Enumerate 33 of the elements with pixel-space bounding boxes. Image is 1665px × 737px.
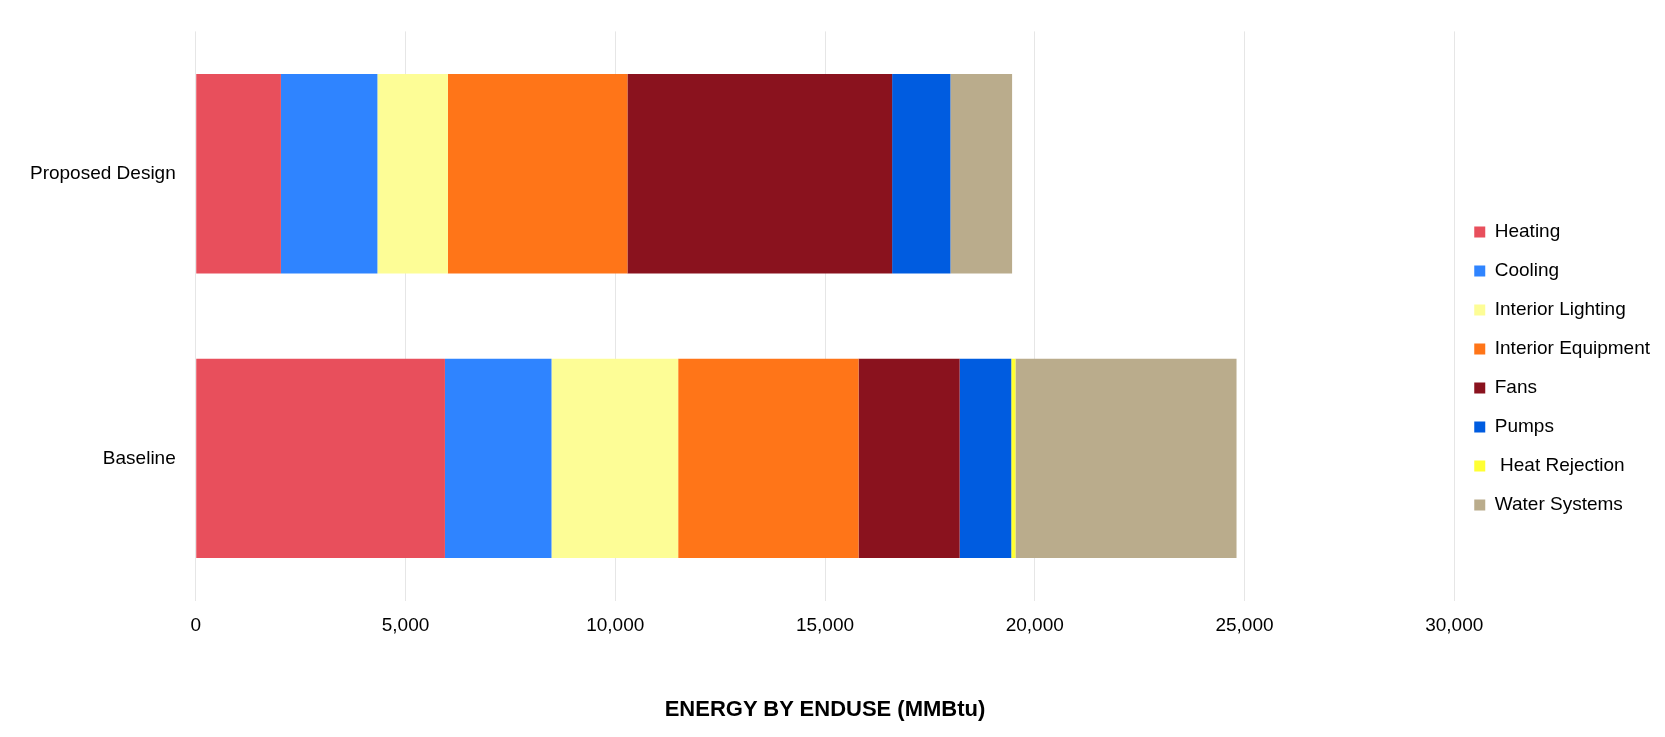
legend-label: Interior Lighting <box>1494 298 1626 320</box>
bar <box>447 74 628 274</box>
bar <box>950 74 1013 274</box>
bar <box>959 358 1012 559</box>
x-tick-label: 30,000 <box>1425 614 1484 636</box>
legend-label: Interior Equipment <box>1494 337 1651 359</box>
x-tick-label: 10,000 <box>586 614 645 636</box>
legend-label: Fans <box>1494 376 1537 398</box>
x-tick-label: 15,000 <box>795 614 855 636</box>
bar <box>627 74 893 274</box>
legend-label: Water Systems <box>1494 493 1623 515</box>
x-tick-label: 25,000 <box>1215 614 1274 636</box>
bar <box>196 74 281 274</box>
x-tick-label: 5,000 <box>381 614 430 636</box>
bar <box>196 358 445 559</box>
x-axis-title: ENERGY BY ENDUSE (MMBtu) <box>664 695 986 721</box>
legend-label: Cooling <box>1494 259 1560 281</box>
y-tick-label: Baseline <box>102 446 176 468</box>
legend-label: Heating <box>1494 220 1561 242</box>
legend-label: Heat Rejection <box>1494 454 1625 476</box>
legend-label: Pumps <box>1494 415 1554 437</box>
x-tick-label: 20,000 <box>1005 614 1064 636</box>
bar <box>551 358 679 559</box>
x-tick-label: 0 <box>190 614 202 636</box>
bar <box>444 358 552 559</box>
bar <box>1011 358 1016 559</box>
bar <box>280 74 378 274</box>
bar <box>678 358 859 559</box>
y-tick-label: Proposed Design <box>29 161 176 183</box>
bar <box>1015 358 1237 559</box>
bar <box>892 74 951 274</box>
bar <box>377 74 448 274</box>
bar <box>858 358 960 559</box>
